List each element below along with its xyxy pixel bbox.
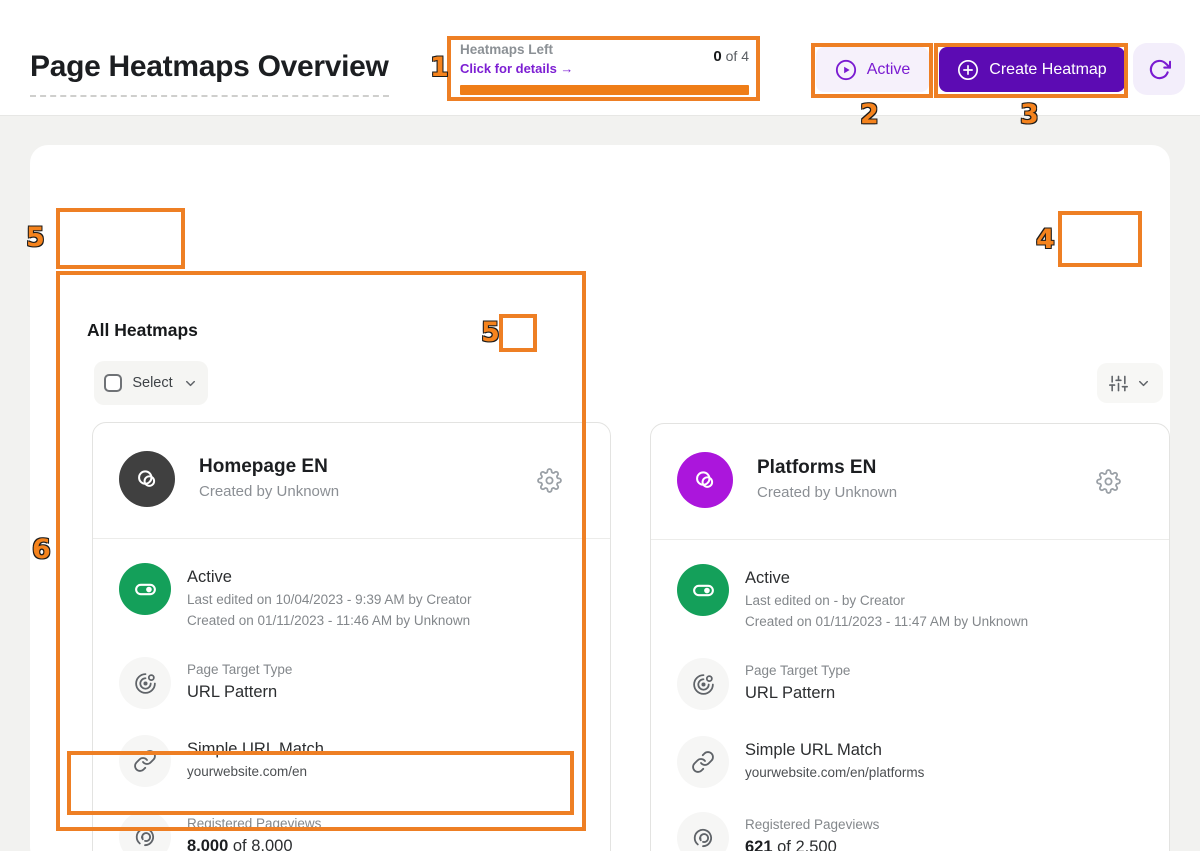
pageviews-value: 8,000 of 8,000 [187,837,293,851]
create-heatmap-button[interactable]: Create Heatmap [939,47,1125,92]
last-edited-text: Last edited on - by Creator [745,593,905,608]
target-type-label: Page Target Type [187,662,293,677]
sliders-icon [1109,374,1128,393]
all-heatmaps-panel: All Heatmaps Select Homepage EN [30,145,1170,851]
status-toggle-icon [677,564,729,616]
url-match-label: Simple URL Match [187,740,324,758]
target-type-value: URL Pattern [187,683,278,701]
url-match-value: yourwebsite.com/en/platforms [745,765,925,780]
gauge-icon [677,812,729,851]
heatmap-avatar [677,452,733,508]
play-circle-icon [835,59,857,81]
url-match-row: Simple URL Match yourwebsite.com/en [119,735,324,787]
heatmap-circles-icon [133,465,161,493]
card-settings-gear-icon[interactable] [537,467,563,493]
page-title: Page Heatmaps Overview [30,50,389,97]
status-text: Active [187,568,232,586]
card-subtitle: Created by Unknown [199,483,340,500]
refresh-button[interactable] [1133,43,1185,95]
target-type-value: URL Pattern [745,684,836,702]
quota-label: Heatmaps Left [460,42,554,57]
refresh-icon [1148,58,1171,81]
pageviews-label: Registered Pageviews [187,816,322,831]
pageviews-value: 621 of 2,500 [745,838,837,851]
pageviews-row: Registered Pageviews 8,000 of 8,000 [119,811,321,851]
target-type-label: Page Target Type [745,663,851,678]
heatmap-avatar [119,451,175,507]
quota-details-link[interactable]: Click for details → [460,61,574,76]
divider [93,538,610,539]
url-match-label: Simple URL Match [745,741,882,759]
chevron-down-icon [1136,376,1151,391]
card-subtitle: Created by Unknown [757,484,898,501]
last-edited-text: Last edited on 10/04/2023 - 9:39 AM by C… [187,592,472,607]
plus-circle-icon [957,59,979,81]
filter-sort-dropdown-button[interactable] [1097,363,1163,403]
pageviews-row: Registered Pageviews 621 of 2,500 [677,812,879,851]
status-row: Active Last edited on - by Creator Creat… [677,564,1028,632]
gauge-icon [119,811,171,851]
card-title: Platforms EN [757,457,877,478]
quota-count: 0 of 4 [713,48,749,65]
divider [651,539,1169,540]
heatmap-card-homepage-en: Homepage EN Created by Unknown Active La… [92,422,611,851]
url-match-value: yourwebsite.com/en [187,764,308,779]
card-title: Homepage EN [199,456,328,477]
target-type-row: Page Target Type URL Pattern [119,657,292,709]
pageviews-label: Registered Pageviews [745,817,880,832]
status-text: Active [745,569,790,587]
created-text: Created on 01/11/2023 - 11:47 AM by Unkn… [745,614,1029,629]
created-text: Created on 01/11/2023 - 11:46 AM by Unkn… [187,613,471,628]
top-bar: Page Heatmaps Overview Heatmaps Left Cli… [0,0,1200,116]
heatmaps-quota-widget: Heatmaps Left Click for details → 0 of 4 [460,42,749,95]
select-label: Select [132,375,173,391]
create-heatmap-label: Create Heatmap [989,60,1107,78]
active-button-label: Active [866,60,911,78]
link-icon [119,735,171,787]
target-icon [119,657,171,709]
select-all-checkbox[interactable] [104,374,123,392]
heatmap-circles-icon [691,466,719,494]
status-toggle-icon [119,563,171,615]
section-title: All Heatmaps [87,320,198,340]
target-type-row: Page Target Type URL Pattern [677,658,850,710]
url-match-row: Simple URL Match yourwebsite.com/en/plat… [677,736,924,788]
link-icon [677,736,729,788]
select-dropdown-button[interactable]: Select [94,361,208,405]
chevron-down-icon [183,376,198,391]
status-row: Active Last edited on 10/04/2023 - 9:39 … [119,563,471,631]
active-filter-button[interactable]: Active [816,47,929,92]
card-settings-gear-icon[interactable] [1096,468,1122,494]
target-icon [677,658,729,710]
heatmap-card-platforms-en: Platforms EN Created by Unknown Active L… [650,423,1170,851]
quota-progress-bar [460,85,749,95]
